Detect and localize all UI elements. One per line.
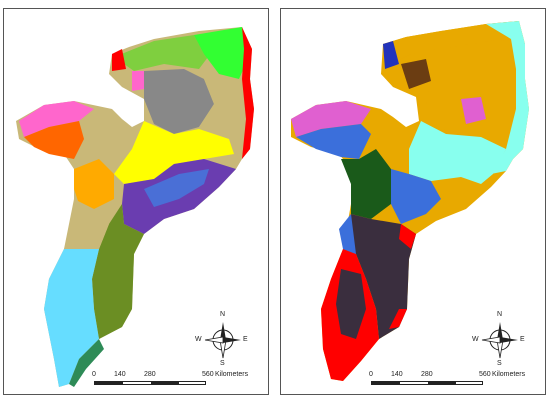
- scale-tick-280: 280: [144, 371, 156, 378]
- left-map-panel: N S E W 0 140 280 560 Kilometers: [3, 8, 269, 395]
- right-map-panel: N S E W 0 140 280 560 Kilometers: [280, 8, 546, 395]
- scale-tick-280: 280: [421, 371, 433, 378]
- compass-south-label: S: [220, 360, 225, 367]
- compass-west-label: W: [472, 336, 479, 343]
- scale-tick-560: 560: [479, 371, 491, 378]
- compass-north-label: N: [497, 311, 503, 318]
- compass-west-label: W: [195, 336, 202, 343]
- scale-tick-0: 0: [369, 371, 373, 378]
- scale-line: [371, 381, 483, 385]
- north-arrow: N S E W: [472, 311, 526, 367]
- compass-east-label: E: [243, 336, 248, 343]
- scale-tick-560: 560: [202, 371, 214, 378]
- scale-bar: 0 140 280 560 Kilometers: [92, 371, 252, 391]
- north-arrow: N S E W: [195, 311, 249, 367]
- right-map: [291, 21, 529, 381]
- scale-tick-140: 140: [114, 371, 126, 378]
- compass-east-label: E: [520, 336, 525, 343]
- scale-line: [94, 381, 206, 385]
- compass-rose-icon: [204, 322, 241, 359]
- scale-bar: 0 140 280 560 Kilometers: [369, 371, 529, 391]
- scale-unit: Kilometers: [215, 371, 249, 378]
- scale-tick-140: 140: [391, 371, 403, 378]
- compass-north-label: N: [220, 311, 226, 318]
- scale-unit: Kilometers: [492, 371, 526, 378]
- compass-south-label: S: [497, 360, 502, 367]
- left-map: [16, 27, 254, 387]
- compass-rose-icon: [481, 322, 518, 359]
- scale-tick-0: 0: [92, 371, 96, 378]
